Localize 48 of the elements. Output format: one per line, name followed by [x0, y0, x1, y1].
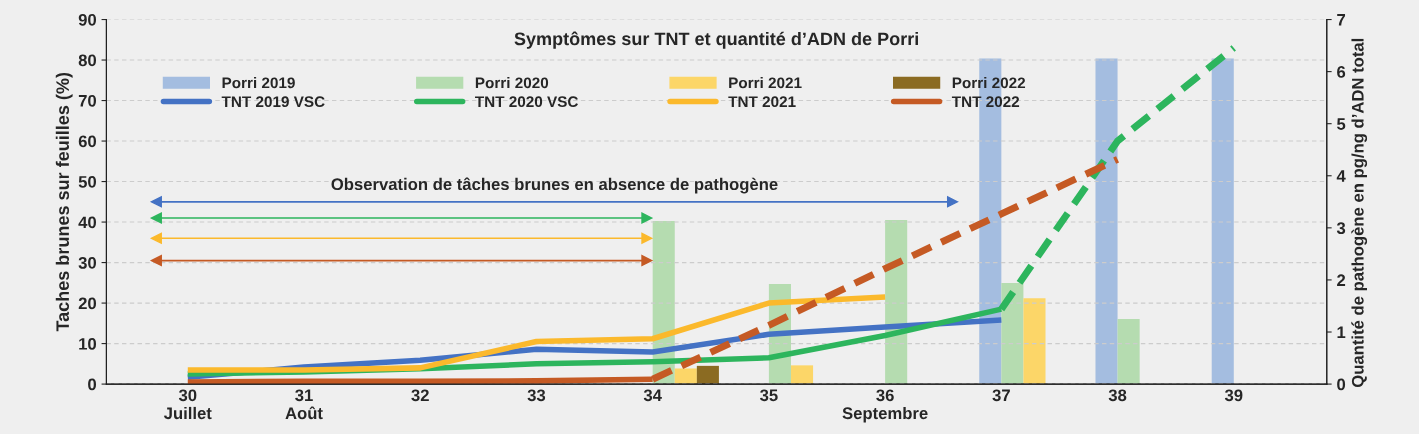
y-tick-label: 30 [78, 256, 97, 269]
x-tick-label: 35 [760, 389, 778, 402]
y2-tick-label: 4 [1336, 170, 1346, 182]
legend-label: Porri 2020 [475, 77, 549, 89]
y-tick-label: 50 [78, 175, 97, 188]
y-tick-label: 10 [79, 337, 97, 350]
y2-tick-label: 3 [1336, 222, 1346, 235]
x-tick-label: 38 [1108, 389, 1127, 402]
point [641, 232, 653, 244]
x-tick-label: 39 [1224, 389, 1243, 402]
point [641, 254, 653, 267]
x-tick-label: 34 [643, 389, 662, 402]
point [641, 212, 653, 224]
legend-label: TNT 2022 [951, 96, 1020, 108]
y-axis-title: Taches brunes sur feuilles (%) [55, 72, 73, 332]
y-tick-label: 40 [78, 216, 97, 229]
legend-label: Porri 2022 [952, 77, 1026, 89]
point [946, 196, 959, 208]
legend-label: Porri 2021 [729, 77, 802, 89]
x-tick-label: 30 Juillet [163, 389, 212, 420]
point [150, 254, 162, 267]
y2-tick-label: 5 [1337, 118, 1346, 130]
y2-tick-label: 1 [1337, 326, 1346, 339]
y2-tick-label: 6 [1337, 66, 1346, 78]
legend-label: Porri 2019 [222, 77, 295, 89]
y-tick-label: 20 [78, 297, 97, 310]
x-tick-label: 31 Août [285, 389, 323, 420]
point [150, 212, 162, 224]
y2-tick-label: 2 [1337, 274, 1346, 286]
y2-axis-title: Quantité de pathogène en pg/ng d’ADN total [1351, 38, 1368, 388]
legend-label: TNT 2019 VSC [221, 96, 325, 108]
text: Symptômes sur TNT et quantité d’ADN de Porri [514, 31, 918, 49]
y2-tick-label: 0 [1337, 378, 1346, 391]
x-tick-label: 36 Septembre [842, 389, 928, 423]
point [150, 196, 162, 208]
y-tick-label: 60 [78, 135, 97, 148]
y2-tick-label: 7 [1337, 14, 1346, 26]
y-tick-label: 90 [78, 13, 97, 26]
point [150, 232, 162, 244]
y-tick-label: 70 [78, 94, 97, 107]
legend-label: TNT 2021 [728, 96, 796, 108]
annotation: Observation de tâches brunes en absence de pathogène [331, 177, 778, 194]
x-tick-label: 37 [992, 389, 1010, 402]
x-tick-label: 33 [527, 389, 546, 402]
y-tick-label: 80 [78, 54, 97, 67]
legend-label: TNT 2020 VSC [475, 96, 579, 108]
x-tick-label: 32 [411, 389, 429, 402]
y-tick-label: 0 [88, 378, 97, 391]
